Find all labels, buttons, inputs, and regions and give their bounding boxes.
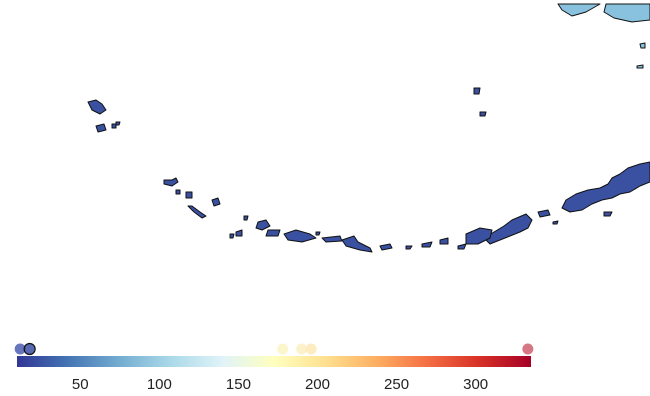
colorbar-marker [296,343,308,355]
colorbar-marker [23,342,36,356]
alaska-peninsula [561,161,650,213]
island-chain [87,87,650,253]
colorbar-marker [14,343,26,355]
colorbar-ticks: 50 100 150 200 250 300 [72,376,488,393]
colorbar-tick-label: 300 [463,376,488,393]
colorbar-tick-label: 50 [72,376,89,393]
colorbar-tick-label: 100 [147,376,172,393]
colorbar-gradient [17,356,531,367]
mainland-region [557,3,650,69]
colorbar-marker [522,343,534,355]
colorbar-tick-label: 250 [384,376,409,393]
colorbar-tick-label: 150 [226,376,251,393]
colorbar-marker [305,343,317,355]
colorbar-marker [277,343,289,355]
colorbar: 50 100 150 200 250 300 [14,342,534,393]
colorbar-markers [14,342,534,356]
colorbar-tick-label: 200 [305,376,330,393]
